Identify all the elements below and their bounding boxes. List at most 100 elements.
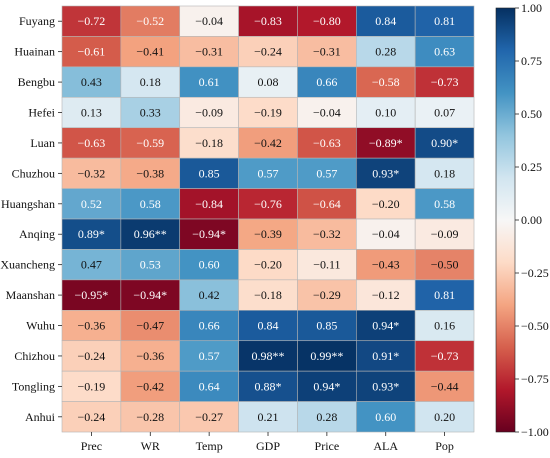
column-label: ALA xyxy=(373,439,398,453)
cell-value-label: −0.52 xyxy=(136,14,164,28)
cell-value-label: 0.93* xyxy=(372,166,399,180)
cell-value-label: −0.80 xyxy=(313,14,341,28)
cell-value-label: −0.11 xyxy=(313,258,340,272)
cell-value-label: −0.28 xyxy=(136,410,164,424)
heatmap-cell xyxy=(297,36,357,68)
heatmap-cell xyxy=(120,66,181,98)
column-label: Prec xyxy=(81,439,102,453)
heatmap-cell xyxy=(414,36,475,68)
cell-value-label: 0.94* xyxy=(313,379,340,393)
heatmap-cell xyxy=(179,36,239,68)
cell-value-label: 0.99** xyxy=(310,349,343,363)
heatmap-cell xyxy=(61,370,122,402)
cell-value-label: 0.33 xyxy=(140,106,161,120)
heatmap-cell xyxy=(297,340,357,372)
heatmap-cell xyxy=(414,279,475,311)
row-label: Anqing xyxy=(19,227,55,241)
heatmap-cell xyxy=(355,309,416,342)
cell-value-label: 0.53 xyxy=(140,258,161,272)
cell-value-label: −0.83 xyxy=(254,14,282,28)
heatmap-cell xyxy=(238,157,298,189)
cell-value-label: −0.63 xyxy=(313,136,341,150)
cell-value-label: 0.60 xyxy=(199,258,220,272)
cell-value-label: −0.09 xyxy=(431,227,459,241)
heatmap-cell xyxy=(355,66,416,98)
heatmap-cell xyxy=(238,5,298,37)
cell-value-label: −0.09 xyxy=(195,106,223,120)
heatmap-cell xyxy=(61,5,122,37)
cell-value-label: −0.36 xyxy=(136,349,164,363)
cell-value-label: −0.19 xyxy=(254,106,282,120)
row-label: Fuyang xyxy=(19,14,55,28)
cell-value-label: 0.20 xyxy=(434,410,455,424)
row-label: Chuzhou xyxy=(12,166,55,180)
cell-value-label: 0.42 xyxy=(199,288,220,302)
heatmap-cell xyxy=(61,157,122,189)
heatmap-cell xyxy=(238,370,298,402)
cell-value-label: 0.58 xyxy=(140,197,161,211)
cell-value-label: 0.88* xyxy=(255,379,282,393)
heatmap-cell xyxy=(179,309,239,342)
column-label: Pop xyxy=(435,439,454,453)
heatmap-cell xyxy=(355,188,416,220)
cell-value-label: −0.32 xyxy=(313,227,341,241)
heatmap-cell xyxy=(414,96,475,129)
cell-value-label: 0.21 xyxy=(258,410,279,424)
heatmap-cell xyxy=(297,157,357,189)
cell-value-label: 0.10 xyxy=(375,106,396,120)
cell-value-label: −0.64 xyxy=(313,197,341,211)
cell-value-label: −0.24 xyxy=(78,410,106,424)
heatmap-cell xyxy=(355,218,416,250)
heatmap-cell xyxy=(238,309,298,342)
colorbar xyxy=(495,7,516,433)
cell-value-label: −0.31 xyxy=(313,45,341,59)
colorbar-tick-label: −1.00 xyxy=(521,425,549,439)
cell-value-label: −0.20 xyxy=(254,258,282,272)
heatmap-cell xyxy=(297,66,357,98)
cell-value-label: −0.39 xyxy=(254,227,282,241)
heatmap-cell xyxy=(297,401,357,433)
cell-value-label: −0.32 xyxy=(78,166,106,180)
cell-value-label: 0.63 xyxy=(434,45,455,59)
row-label: Maanshan xyxy=(6,288,55,302)
colorbar-tick-label: 0.50 xyxy=(521,107,542,121)
cell-value-label: 0.90* xyxy=(431,136,458,150)
heatmap-cell xyxy=(61,401,122,433)
heatmap-cell xyxy=(297,309,357,342)
cell-value-label: 0.57 xyxy=(258,166,279,180)
heatmap-cell xyxy=(61,218,122,250)
cell-value-label: 0.64 xyxy=(199,379,220,393)
cell-value-label: 0.91* xyxy=(372,349,399,363)
cell-value-label: −0.04 xyxy=(372,227,400,241)
heatmap-cell xyxy=(179,66,239,98)
cell-value-label: 0.96** xyxy=(134,227,167,241)
cell-value-label: −0.76 xyxy=(254,197,282,211)
cell-value-label: −0.41 xyxy=(136,45,164,59)
heatmap-cell xyxy=(297,370,357,402)
cell-value-label: 0.98** xyxy=(252,349,285,363)
colorbar-tick-label: 1.00 xyxy=(521,1,542,15)
cell-value-label: −0.73 xyxy=(431,75,459,89)
cell-value-label: −0.50 xyxy=(431,258,459,272)
cell-value-label: 0.28 xyxy=(375,45,396,59)
heatmap-cell xyxy=(355,401,416,433)
row-label: Luan xyxy=(30,136,55,150)
cell-value-label: −0.59 xyxy=(136,136,164,150)
heatmap-cell xyxy=(355,5,416,37)
cell-value-label: −0.18 xyxy=(195,136,223,150)
cell-value-label: −0.72 xyxy=(78,14,106,28)
colorbar-tick-label: −0.25 xyxy=(521,266,549,280)
cell-value-label: −0.19 xyxy=(78,379,106,393)
heatmap-cell xyxy=(61,127,122,159)
colorbar-tick-label: 0.00 xyxy=(521,213,542,227)
heatmap-cell xyxy=(61,188,122,220)
cell-value-label: 0.94* xyxy=(372,319,399,333)
heatmap-cell xyxy=(120,96,181,129)
heatmap-cell xyxy=(179,5,239,37)
heatmap-cell xyxy=(355,340,416,372)
cell-value-label: −0.43 xyxy=(372,258,400,272)
heatmap-cell xyxy=(414,218,475,250)
column-label: Temp xyxy=(196,439,223,453)
cell-value-label: 0.08 xyxy=(258,75,279,89)
cell-value-label: 0.58 xyxy=(434,197,455,211)
